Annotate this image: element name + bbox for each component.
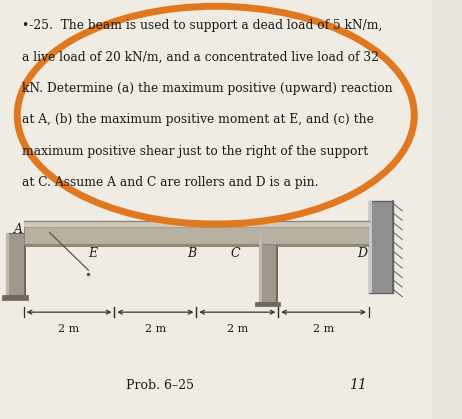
Text: E: E <box>88 247 97 260</box>
Text: 2 m: 2 m <box>145 324 166 334</box>
Bar <box>369 201 372 293</box>
Bar <box>24 221 369 227</box>
Bar <box>8 235 26 297</box>
Bar <box>261 235 278 304</box>
Bar <box>24 221 369 247</box>
Text: Prob. 6–25: Prob. 6–25 <box>126 379 194 392</box>
Bar <box>259 233 262 302</box>
FancyBboxPatch shape <box>0 0 432 419</box>
Text: a live load of 20 kN/m, and a concentrated live load of 32: a live load of 20 kN/m, and a concentrat… <box>22 50 378 63</box>
Text: 2 m: 2 m <box>313 324 334 334</box>
Text: 2 m: 2 m <box>227 324 248 334</box>
Bar <box>6 233 24 295</box>
Text: 11: 11 <box>349 378 367 392</box>
Bar <box>255 302 280 306</box>
Text: at C. Assume A and C are rollers and D is a pin.: at C. Assume A and C are rollers and D i… <box>22 176 318 189</box>
Text: 2 m: 2 m <box>58 324 79 334</box>
Bar <box>2 295 28 300</box>
Text: kN. Determine (a) the maximum positive (upward) reaction: kN. Determine (a) the maximum positive (… <box>22 82 392 95</box>
Text: C: C <box>231 247 240 260</box>
Bar <box>369 201 393 293</box>
Bar <box>6 233 9 295</box>
Text: •-25.  The beam is used to support a dead load of 5 kN/m,: •-25. The beam is used to support a dead… <box>22 19 382 32</box>
Bar <box>24 221 369 244</box>
Text: D: D <box>358 247 367 260</box>
Text: maximum positive shear just to the right of the support: maximum positive shear just to the right… <box>22 145 368 158</box>
Text: A: A <box>13 222 23 236</box>
Bar <box>259 233 276 302</box>
Text: B: B <box>188 247 197 260</box>
Text: at A, (b) the maximum positive moment at E, and (c) the: at A, (b) the maximum positive moment at… <box>22 113 373 126</box>
